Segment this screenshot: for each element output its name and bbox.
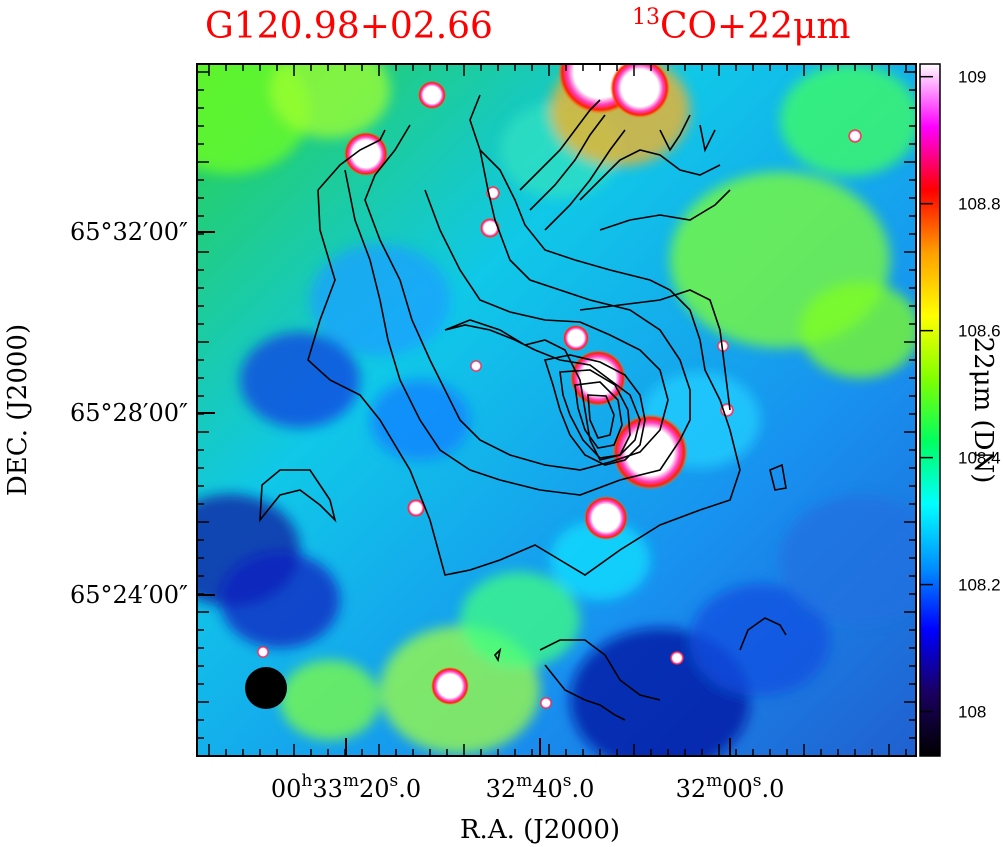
point-source: [344, 132, 388, 176]
point-source: [480, 218, 500, 238]
point-source: [563, 325, 589, 351]
point-source: [407, 499, 425, 517]
contour-line: [543, 354, 646, 466]
y-tick-label: 65°32′00″: [70, 218, 188, 246]
contour-line: [364, 124, 669, 471]
contour-line: [769, 463, 787, 491]
chart-title-tracers: 13CO+22μm: [632, 5, 851, 47]
plot-frame: [196, 63, 917, 757]
title-tracer-text: CO+22μm: [660, 6, 851, 47]
emission-patch: [780, 496, 916, 624]
emission-patch: [550, 520, 650, 600]
colorbar-tick-label: 108.2: [958, 576, 1001, 595]
contour-line: [579, 149, 731, 231]
contour-line: [493, 647, 502, 663]
emission-patch: [280, 660, 380, 740]
contour-line: [519, 99, 626, 231]
colorbar-tick-label: 108.6: [958, 322, 1001, 341]
emission-patch: [460, 572, 580, 668]
image-panel: [197, 64, 916, 756]
x-tick-label: 00h33m20s.0: [271, 771, 421, 803]
chart-title-source: G120.98+02.66: [205, 6, 493, 47]
contour-line: [259, 469, 337, 523]
colorbar-tick-label: 108.8: [958, 195, 1001, 214]
emission-patch: [690, 584, 830, 696]
x-tick-label: 32m40s.0: [486, 771, 595, 803]
point-source: [470, 360, 482, 372]
point-source: [431, 667, 469, 705]
point-source: [612, 414, 688, 490]
point-source: [418, 81, 446, 109]
emission-patch: [220, 552, 340, 648]
point-source: [717, 340, 729, 352]
point-source: [848, 129, 862, 143]
contour-line: [344, 149, 691, 496]
point-source: [670, 651, 684, 665]
contour-line: [579, 289, 731, 411]
contour-line: [739, 617, 787, 651]
y-tick-label: 65°24′00″: [70, 581, 188, 609]
point-source: [720, 403, 734, 417]
contour-line: [307, 94, 741, 576]
point-source: [540, 697, 552, 709]
contour-line: [539, 639, 661, 721]
point-source: [257, 646, 269, 658]
emission-patch: [270, 64, 390, 138]
emission-patch: [800, 282, 916, 378]
colorbar-tick-label: 108: [958, 703, 986, 722]
title-superscript: 13: [632, 5, 660, 30]
colorbar-tick-label: 109: [958, 68, 986, 87]
beam-marker: [245, 667, 287, 709]
point-source: [610, 64, 670, 118]
contour-lines: [259, 94, 787, 721]
contour-line: [444, 319, 641, 461]
x-tick-label: 32m00s.0: [676, 771, 785, 803]
emission-patch: [240, 332, 360, 428]
y-tick-label: 65°28′00″: [70, 399, 188, 427]
contour-line: [587, 394, 615, 439]
emission-patch: [780, 64, 916, 176]
contour-line: [559, 369, 631, 459]
colorbar-gradient: [919, 63, 941, 757]
colorbar-label: 22μm (DN): [968, 337, 998, 484]
colorbar: 108 108.2 108.4 108.6 108.8 109 22μm (DN): [919, 63, 1001, 757]
colorbar-tick-label: 108.4: [958, 449, 1001, 468]
contour-line: [574, 381, 623, 449]
point-source: [584, 496, 628, 540]
contour-line: [659, 114, 716, 153]
y-axis-label: DEC. (J2000): [3, 324, 33, 496]
x-axis-label: R.A. (J2000): [460, 815, 620, 845]
